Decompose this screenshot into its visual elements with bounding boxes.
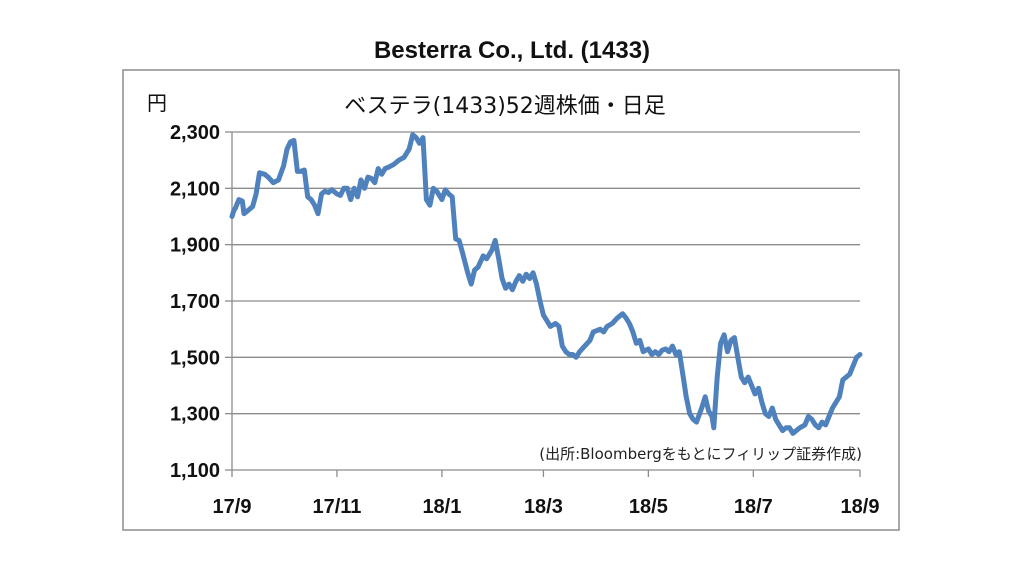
x-tick-label: 17/9 [213, 496, 252, 518]
source-note: (出所:Bloombergをもとにフィリップ証券作成) [539, 445, 862, 463]
y-tick-label: 1,700 [170, 291, 220, 313]
chart-subtitle: ベステラ(1433)52週株価・日足 [344, 94, 666, 119]
y-tick-label: 1,100 [170, 460, 220, 482]
y-tick-label: 2,100 [170, 178, 220, 200]
x-tick-label: 18/3 [524, 496, 563, 518]
chart-title: Besterra Co., Ltd. (1433) [374, 37, 650, 64]
y-tick-label: 1,900 [170, 235, 220, 257]
y-tick-label: 1,300 [170, 404, 220, 426]
y-tick-labels: 1,100 1,300 1,500 1,700 1,900 2,100 2,300 [170, 122, 220, 482]
axes [225, 131, 861, 477]
gridlines [232, 131, 860, 415]
y-tick-label: 2,300 [170, 122, 220, 144]
x-tick-label: 17/11 [312, 496, 361, 518]
x-tick-label: 18/1 [422, 496, 461, 518]
x-tick-label: 18/5 [629, 496, 668, 518]
y-tick-label: 1,500 [170, 347, 220, 369]
price-series-line [229, 132, 863, 436]
chart-frame [122, 69, 900, 531]
x-tick-labels: 17/9 17/11 18/1 18/3 18/5 18/7 18/9 [213, 496, 880, 518]
x-tick-label: 18/9 [841, 496, 880, 518]
x-tick-label: 18/7 [734, 496, 773, 518]
y-axis-unit-label: 円 [147, 91, 167, 115]
